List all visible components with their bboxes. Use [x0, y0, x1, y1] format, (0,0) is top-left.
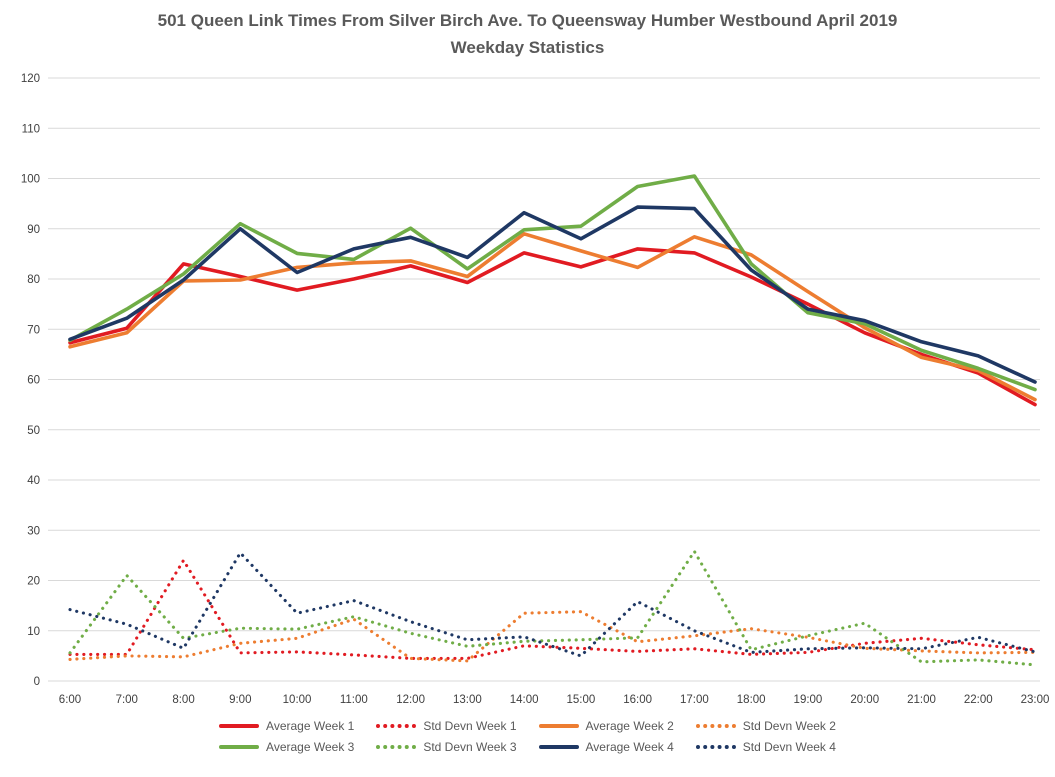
legend-item-std-devn-week-3: Std Devn Week 3 — [376, 740, 517, 754]
legend-label: Average Week 2 — [585, 719, 674, 733]
x-tick-label: 20:00 — [850, 694, 879, 706]
legend-swatch-dotted-week1 — [376, 724, 417, 728]
legend-item-average-week-4: Average Week 4 — [538, 740, 674, 754]
y-tick-label: 110 — [22, 123, 40, 135]
legend-swatch-solid-week4 — [538, 745, 579, 749]
y-tick-label: 70 — [27, 324, 40, 336]
x-tick-label: 7:00 — [116, 694, 138, 706]
y-tick-label: 60 — [27, 375, 40, 387]
y-tick-label: 100 — [21, 174, 40, 186]
y-tick-label: 30 — [27, 525, 40, 537]
legend-label: Average Week 4 — [585, 740, 674, 754]
chart-title: 501 Queen Link Times From Silver Birch A… — [0, 7, 1055, 61]
y-tick-label: 80 — [27, 274, 40, 286]
series-line-average-week-4 — [68, 205, 1037, 384]
legend-label: Std Devn Week 1 — [423, 719, 517, 733]
series-line-average-week-2 — [68, 232, 1037, 402]
series-line-std-devn-week-2 — [68, 610, 1037, 663]
x-tick-label: 9:00 — [229, 694, 251, 706]
x-tick-label: 15:00 — [566, 694, 595, 706]
legend-item-average-week-1: Average Week 1 — [219, 719, 354, 733]
y-tick-label: 40 — [27, 475, 40, 487]
y-tick-label: 50 — [27, 425, 40, 437]
x-tick-label: 10:00 — [283, 694, 312, 706]
x-tick-label: 22:00 — [964, 694, 993, 706]
y-tick-label: 90 — [27, 224, 40, 236]
legend-label: Std Devn Week 2 — [742, 719, 836, 733]
y-tick-label: 0 — [34, 676, 40, 688]
legend-item-std-devn-week-1: Std Devn Week 1 — [376, 719, 517, 733]
legend-row: Average Week 3 Std Devn Week 3 Average Wee… — [219, 740, 836, 754]
legend-label: Std Devn Week 4 — [742, 740, 836, 754]
legend-swatch-dotted-week2 — [695, 724, 736, 728]
legend-label: Average Week 3 — [266, 740, 355, 754]
legend-swatch-dotted-week4 — [695, 745, 736, 749]
y-tick-label: 120 — [21, 73, 40, 85]
chart-title-line-1: 501 Queen Link Times From Silver Birch A… — [157, 11, 898, 30]
legend-row: Average Week 1 Std Devn Week 1 Average Wee… — [219, 719, 836, 733]
x-tick-label: 16:00 — [623, 694, 652, 706]
legend-label: Std Devn Week 3 — [423, 740, 517, 754]
y-tick-label: 20 — [27, 576, 40, 588]
x-tick-label: 18:00 — [737, 694, 766, 706]
series-line-std-devn-week-4 — [68, 551, 1037, 658]
legend-item-std-devn-week-4: Std Devn Week 4 — [695, 740, 836, 754]
series-line-std-devn-week-3 — [68, 549, 1037, 667]
series-line-std-devn-week-1 — [68, 558, 1037, 660]
x-tick-label: 19:00 — [794, 694, 823, 706]
legend-swatch-solid-week1 — [219, 724, 260, 728]
x-tick-label: 17:00 — [680, 694, 709, 706]
x-tick-label: 23:00 — [1021, 694, 1050, 706]
y-tick-label: 10 — [27, 626, 40, 638]
series-line-average-week-1 — [68, 247, 1037, 407]
series-line-average-week-3 — [68, 174, 1037, 392]
x-tick-label: 14:00 — [510, 694, 539, 706]
x-tick-label: 13:00 — [453, 694, 482, 706]
legend-label: Average Week 1 — [266, 719, 355, 733]
legend-swatch-dotted-week3 — [376, 745, 417, 749]
x-tick-label: 21:00 — [907, 694, 936, 706]
x-tick-label: 12:00 — [396, 694, 425, 706]
legend-swatch-solid-week3 — [219, 745, 260, 749]
chart-legend: Average Week 1 Std Devn Week 1 Average Wee… — [0, 719, 1055, 754]
legend-swatch-solid-week2 — [538, 724, 579, 728]
x-tick-label: 8:00 — [172, 694, 194, 706]
legend-item-average-week-2: Average Week 2 — [538, 719, 674, 733]
chart-title-line-2: Weekday Statistics — [450, 38, 605, 57]
x-tick-label: 6:00 — [59, 694, 81, 706]
legend-item-average-week-3: Average Week 3 — [219, 740, 354, 754]
legend-item-std-devn-week-2: Std Devn Week 2 — [695, 719, 836, 733]
x-tick-label: 11:00 — [340, 694, 368, 706]
